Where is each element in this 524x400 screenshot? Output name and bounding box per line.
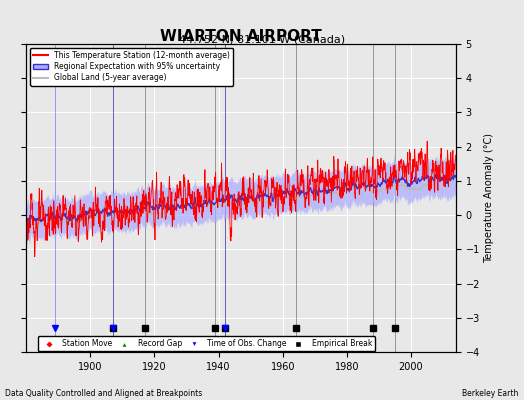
Title: WIARTON AIRPORT: WIARTON AIRPORT <box>160 29 322 44</box>
Text: Data Quality Controlled and Aligned at Breakpoints: Data Quality Controlled and Aligned at B… <box>5 389 202 398</box>
Text: Berkeley Earth: Berkeley Earth <box>462 389 519 398</box>
Text: 44.752 N, 81.101 W (Canada): 44.752 N, 81.101 W (Canada) <box>179 34 345 44</box>
Legend: Station Move, Record Gap, Time of Obs. Change, Empirical Break: Station Move, Record Gap, Time of Obs. C… <box>38 336 375 351</box>
Y-axis label: Temperature Anomaly (°C): Temperature Anomaly (°C) <box>484 133 494 263</box>
